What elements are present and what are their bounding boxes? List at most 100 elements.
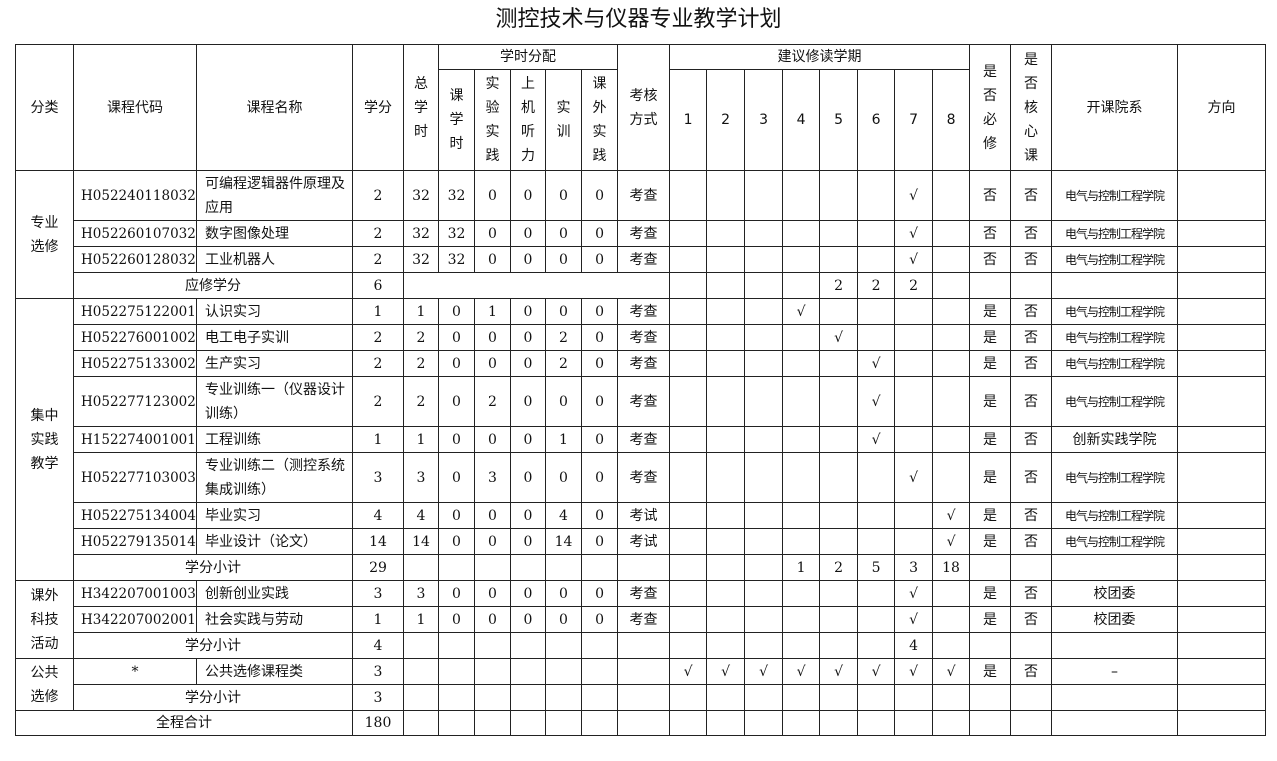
course-credits: 4 — [352, 502, 404, 529]
subtotal-blank — [438, 684, 475, 711]
subtotal-blank — [969, 632, 1012, 659]
semester-7-cell — [894, 426, 934, 453]
semester-7-cell: √ — [894, 220, 934, 247]
course-name: 电工电子实训 — [196, 324, 353, 351]
course-total-hours: 1 — [403, 298, 439, 325]
course-dept: 电气与控制工程学院 — [1051, 298, 1179, 325]
semester-8-cell — [932, 350, 971, 377]
course-hours-1: 2 — [474, 376, 511, 427]
course-hours-4: 0 — [580, 528, 619, 555]
subtotal-semester-6: 5 — [857, 554, 896, 581]
course-hours-3: 0 — [545, 298, 582, 325]
semester-1-cell — [669, 452, 708, 503]
course-name: 毕业设计（论文） — [196, 528, 353, 555]
course-hours-1: 3 — [474, 452, 511, 503]
course-dept: 电气与控制工程学院 — [1051, 246, 1179, 273]
course-total-hours: 32 — [403, 170, 439, 221]
semester-5-cell — [819, 350, 859, 377]
subtotal-semester-6: 2 — [857, 272, 896, 299]
subtotal-blank — [545, 684, 582, 711]
course-name: 社会实践与劳动 — [196, 606, 353, 633]
subtotal-blank — [580, 554, 619, 581]
course-dept: 校团委 — [1051, 606, 1179, 633]
semester-4-cell — [782, 426, 821, 453]
semester-7-cell: √ — [894, 580, 934, 607]
course-credits: 14 — [352, 528, 404, 555]
semester-8-cell — [932, 426, 971, 453]
semester-3-cell — [744, 350, 784, 377]
semester-1-cell — [669, 528, 708, 555]
semester-3-cell — [744, 220, 784, 247]
semester-2-cell — [706, 606, 746, 633]
subtotal-blank — [1010, 684, 1053, 711]
course-hours-1: 0 — [474, 350, 511, 377]
semester-1-cell — [669, 376, 708, 427]
course-direction — [1177, 350, 1267, 377]
course-credits: 2 — [352, 220, 404, 247]
course-hours-3: 0 — [545, 170, 582, 221]
header-hours-0: 课学时 — [438, 69, 475, 171]
subtotal-blank — [1177, 632, 1267, 659]
course-hours-4: 0 — [580, 426, 619, 453]
course-direction — [1177, 528, 1267, 555]
subtotal-row: 学分小计 3 — [16, 684, 1267, 711]
course-required: 是 — [969, 580, 1012, 607]
subtotal-semester-1 — [669, 684, 708, 711]
course-row: H052277103003 专业训练二（测控系统集成训练） 3 3 0 3 0 0 0 考查 √ 是否… — [16, 452, 1267, 503]
course-code: H052240118032 — [73, 170, 197, 221]
subtotal-semester-7: 3 — [894, 554, 934, 581]
course-core: 否 — [1010, 658, 1053, 685]
course-hours-1: 0 — [474, 324, 511, 351]
subtotal-blank — [510, 632, 546, 659]
semester-6-cell — [857, 220, 896, 247]
category-cell: 课外科技活动 — [15, 580, 74, 659]
subtotal-semester-7: 2 — [894, 272, 934, 299]
course-dept: 校团委 — [1051, 580, 1179, 607]
semester-4-cell: √ — [782, 298, 821, 325]
course-required: 是 — [969, 502, 1012, 529]
grand-total-blank — [969, 710, 1012, 736]
course-name: 认识实习 — [196, 298, 353, 325]
course-hours-1 — [474, 658, 511, 685]
semester-6-cell — [857, 246, 896, 273]
course-credits: 3 — [352, 580, 404, 607]
course-hours-3: 4 — [545, 502, 582, 529]
course-name: 公共选修课程类 — [196, 658, 353, 685]
semester-2-cell — [706, 246, 746, 273]
course-exam: 考查 — [617, 452, 671, 503]
course-required: 是 — [969, 350, 1012, 377]
course-core: 否 — [1010, 580, 1053, 607]
course-hours-0 — [438, 658, 475, 685]
course-dept: 电气与控制工程学院 — [1051, 324, 1179, 351]
subtotal-credits: 3 — [352, 684, 404, 711]
semester-1-cell — [669, 170, 708, 221]
category-cell: 集中实践教学 — [15, 298, 74, 581]
course-core: 否 — [1010, 246, 1053, 273]
subtotal-semester-4 — [782, 632, 821, 659]
semester-1-cell — [669, 606, 708, 633]
course-exam: 考查 — [617, 426, 671, 453]
subtotal-blank — [1177, 272, 1267, 299]
course-direction — [1177, 324, 1267, 351]
course-required: 否 — [969, 170, 1012, 221]
subtotal-semester-4 — [782, 272, 821, 299]
semester-2-cell — [706, 324, 746, 351]
semester-3-cell — [744, 528, 784, 555]
subtotal-credits: 6 — [352, 272, 404, 299]
semester-8-cell: √ — [932, 528, 971, 555]
course-dept: 电气与控制工程学院 — [1051, 170, 1179, 221]
course-hours-4: 0 — [580, 170, 619, 221]
course-core: 否 — [1010, 170, 1053, 221]
semester-2-cell: √ — [706, 658, 746, 685]
course-code: H052275122001 — [73, 298, 197, 325]
course-hours-4: 0 — [580, 246, 619, 273]
category-cell: 专业选修 — [15, 170, 74, 299]
course-code: H052275133002 — [73, 350, 197, 377]
subtotal-semester-8: 18 — [932, 554, 971, 581]
semester-6-cell: √ — [857, 350, 896, 377]
subtotal-blank — [1051, 684, 1179, 711]
header-semester-4: 4 — [782, 69, 821, 171]
subtotal-credits: 4 — [352, 632, 404, 659]
semester-7-cell: √ — [894, 170, 934, 221]
semester-2-cell — [706, 350, 746, 377]
